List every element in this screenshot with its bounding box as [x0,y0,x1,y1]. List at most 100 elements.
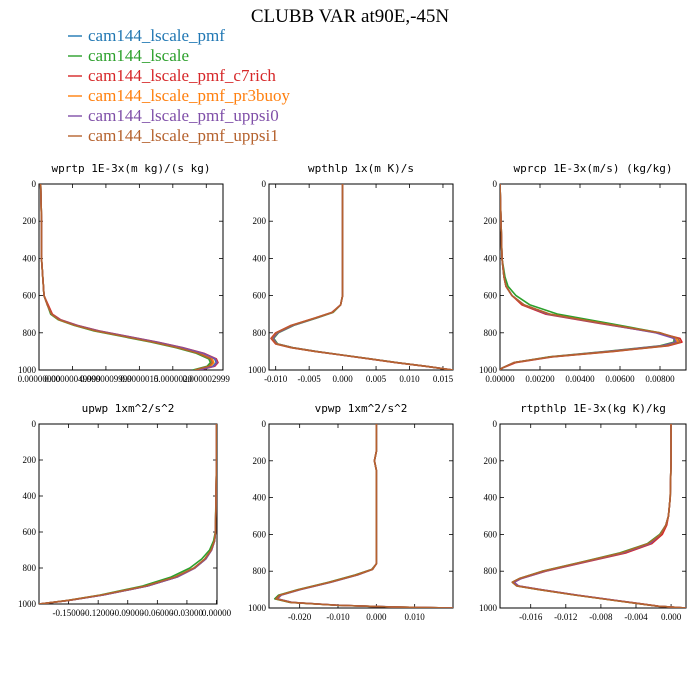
x-tick-label: 0.00600 [605,374,635,384]
y-tick-label: 1000 [18,365,37,375]
y-tick-label: 600 [23,291,37,301]
series-line-cam144_lscale_pmf [275,424,453,608]
x-tick-label: 0.00000049999 [44,374,101,384]
x-tick-label: 0.00000000 [18,374,61,384]
series-line-cam144_lscale_pmf [512,424,686,608]
y-tick-label: 200 [253,456,267,466]
series-line-cam144_lscale_pmf [500,184,679,370]
y-tick-label: 800 [484,328,498,338]
x-tick-label: -0.09000 [112,608,145,618]
chart-panel: upwp 1xm^2/s^202004006008001000-0.15000-… [18,402,232,618]
y-tick-label: 0 [262,419,267,429]
panel-title: wpthlp 1x(m K)/s [308,162,414,175]
y-tick-label: 400 [253,253,267,263]
legend-label: cam144_lscale_pmf_pr3buoy [88,86,291,105]
plot-frame [38,183,224,371]
y-tick-label: 400 [23,491,37,501]
series-group [39,184,219,370]
series-line-cam144_lscale_pmf_uppsi1 [39,424,217,604]
plot-frame [38,423,218,605]
y-tick-label: 800 [23,563,37,573]
series-line-cam144_lscale_pmf_uppsi0 [39,424,217,604]
series-line-cam144_lscale [272,184,453,370]
x-tick-label: 0.00400 [565,374,595,384]
legend-label: cam144_lscale_pmf [88,26,225,45]
y-tick-label: 0 [32,179,37,189]
chart-panel: vpwp 1xm^2/s^2 0 200 400 600 800 1000 -0.020 -0.… [248,402,454,622]
y-tick-label: 200 [23,455,37,465]
x-tick-label: -0.03000 [171,608,204,618]
x-tick-label: 0.010 [399,374,420,384]
plot-frame [499,183,687,371]
series-group [270,184,453,370]
series-group [500,184,683,370]
series-group [511,424,686,608]
plot-frame [268,183,454,371]
x-tick-label: -0.010 [264,374,288,384]
y-tick-label: 600 [484,529,498,539]
series-line-cam144_lscale_pmf_uppsi1 [39,184,213,370]
x-tick-label: 0.00200 [525,374,555,384]
y-tick-label: 200 [23,216,37,226]
y-tick-label: 600 [23,527,37,537]
y-tick-label: 200 [484,216,498,226]
x-tick-label: 0.015 [433,374,454,384]
x-tick-label: 0.000 [332,374,353,384]
chart-panel: rtpthlp 1E-3x(kg K)/kg 0 200 400 600 800 1000 -… [479,402,687,622]
x-tick-label: -0.005 [298,374,322,384]
y-tick-label: 800 [23,328,37,338]
x-tick-label: 0.000002999 [183,374,231,384]
y-tick-label: 400 [23,253,37,263]
panel-title: wprcp 1E-3x(m/s) (kg/kg) [514,162,673,175]
series-line-cam144_lscale_pmf_c7rich [513,424,686,608]
y-tick-label: 400 [484,253,498,263]
y-tick-label: 0 [493,179,498,189]
series-line-cam144_lscale_pmf_pr3buoy [512,424,686,608]
y-tick-label: 600 [484,291,498,301]
y-tick-label: 0 [493,419,498,429]
series-line-cam144_lscale_pmf_c7rich [275,424,453,608]
legend-label: cam144_lscale [88,46,189,65]
series-line-cam144_lscale_pmf_uppsi0 [276,424,453,608]
x-tick-label: 0.005 [366,374,387,384]
y-tick-label: 0 [262,179,267,189]
series-line-cam144_lscale_pmf_pr3buoy [275,424,453,608]
y-tick-label: 800 [484,566,498,576]
y-tick-label: 1000 [248,603,267,613]
series-group [273,424,453,608]
series-line-cam144_lscale_pmf_uppsi0 [500,184,677,370]
y-tick-label: 1000 [248,365,267,375]
series-line-cam144_lscale_pmf_c7rich [39,424,217,604]
series-line-cam144_lscale_pmf_c7rich [270,184,453,370]
y-tick-label: 600 [253,529,267,539]
chart-panel: wprtp 1E-3x(m kg)/(s kg) 0 200 400 600 800 100… [18,162,231,384]
series-line-cam144_lscale_pmf_pr3buoy [500,184,679,370]
series-line-cam144_lscale_pmf_c7rich [500,184,683,370]
x-tick-label: 0.0000020 [154,374,193,384]
y-tick-label: 0 [32,419,37,429]
series-line-cam144_lscale_pmf_uppsi0 [272,184,453,370]
series-group [39,424,217,604]
series-line-cam144_lscale_pmf_pr3buoy [39,184,215,370]
series-line-cam144_lscale_pmf_uppsi0 [39,184,218,370]
series-line-cam144_lscale_pmf [39,184,218,370]
legend-label: cam144_lscale_pmf_uppsi1 [88,126,279,145]
x-tick-label: -0.15000 [52,608,85,618]
panel-title: vpwp 1xm^2/s^2 [315,402,408,415]
chart-panel: wprcp 1E-3x(m/s) (kg/kg) 0 200 400 600 800 100… [479,162,687,384]
y-tick-label: 400 [253,493,267,503]
y-tick-label: 1000 [18,599,37,609]
chart-panel: wpthlp 1x(m K)/s 0 200 400 600 800 1000-0.010-… [248,162,454,384]
series-line-cam144_lscale [511,424,686,608]
y-tick-label: 600 [253,291,267,301]
y-tick-label: 800 [253,328,267,338]
x-tick-label: 0.000 [661,612,682,622]
y-tick-label: 800 [253,566,267,576]
y-tick-label: 400 [484,493,498,503]
x-tick-label: 0.0000009999 [80,374,132,384]
x-tick-label: 0.00000 [485,374,515,384]
figure-title: CLUBB VAR at90E,-45N [251,6,450,27]
y-tick-label: 200 [484,456,498,466]
series-line-cam144_lscale_pmf_uppsi0 [513,424,686,608]
